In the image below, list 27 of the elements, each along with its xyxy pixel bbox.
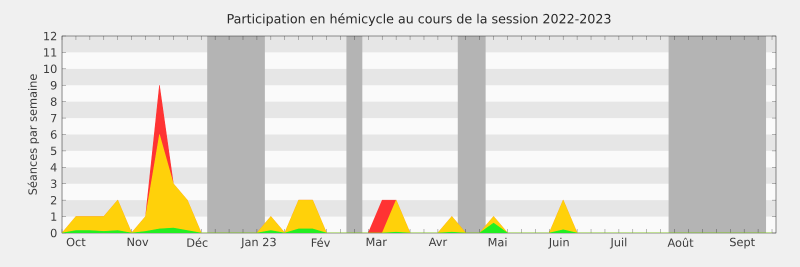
x-tick-label: Mai bbox=[488, 238, 506, 246]
y-tick-label: 10 bbox=[44, 64, 57, 74]
y-tick-label: 9 bbox=[50, 80, 57, 90]
x-tick-label: Avr bbox=[428, 238, 448, 246]
x-tick-label: Jan 23 bbox=[240, 238, 276, 248]
y-tick-label: 4 bbox=[50, 163, 57, 172]
y-tick-label: 7 bbox=[51, 114, 56, 122]
y-tick-label: 12 bbox=[44, 32, 56, 40]
chart-title: Participation en hémicycle au cours de la session 2022-2023 bbox=[228, 13, 610, 26]
x-tick-label: Août bbox=[668, 238, 694, 247]
x-tick-label: Juin bbox=[548, 238, 569, 249]
y-tick-label: 6 bbox=[50, 130, 57, 139]
x-tick-label: Juil bbox=[610, 238, 626, 249]
y-tick-label: 1 bbox=[51, 212, 56, 221]
y-tick-label: 8 bbox=[50, 97, 57, 106]
x-tick-label: Mar bbox=[366, 238, 387, 246]
y-tick-label: 0 bbox=[50, 228, 57, 238]
y-tick-label: 5 bbox=[50, 146, 56, 156]
y-axis-title: Séances par semaine bbox=[28, 74, 40, 195]
y-tick-label: 2 bbox=[50, 196, 56, 204]
y-tick-label: 11 bbox=[44, 48, 56, 57]
x-tick-label: Fév bbox=[312, 238, 330, 247]
x-tick-label: Oct bbox=[66, 238, 86, 246]
x-tick-label: Déc bbox=[187, 238, 208, 247]
x-tick-label: Sept bbox=[730, 238, 755, 248]
x-tick-label: Nov bbox=[128, 238, 148, 246]
y-tick-label: 3 bbox=[50, 179, 56, 188]
